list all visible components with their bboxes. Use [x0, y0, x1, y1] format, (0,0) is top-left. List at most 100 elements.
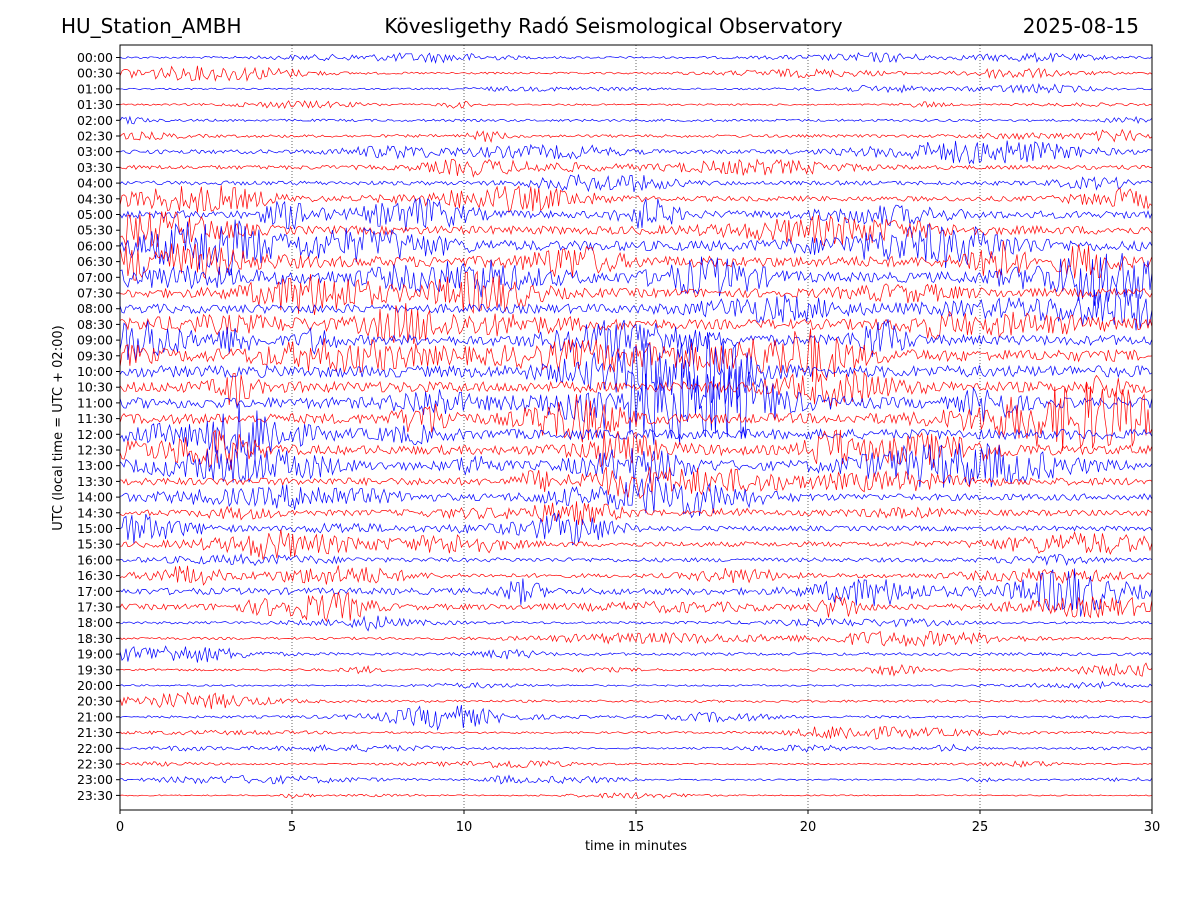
trace-row — [119, 360, 1153, 445]
trace-row — [119, 332, 1153, 409]
y-tick-label: 06:30 — [77, 254, 113, 269]
y-tick-label: 19:00 — [77, 647, 113, 662]
y-tick-label: 23:00 — [77, 772, 113, 787]
y-tick-label: 02:00 — [77, 113, 113, 128]
trace-row — [119, 253, 1153, 309]
y-tick-label: 09:00 — [77, 333, 113, 348]
y-tick-label: 15:30 — [77, 537, 113, 552]
y-tick-label: 11:30 — [77, 411, 113, 426]
station-name: HU_Station_AMBH — [61, 14, 242, 38]
y-tick-label: 20:00 — [77, 678, 113, 693]
trace-row — [119, 158, 1153, 178]
x-axis-ticks: 0 5 10 15 20 25 30 — [116, 810, 1160, 835]
chart-date: 2025-08-15 — [1022, 14, 1139, 38]
y-tick-label: 22:30 — [77, 757, 113, 772]
trace-row — [119, 65, 1153, 82]
trace-row — [119, 442, 1153, 488]
chart-title: Kövesligethy Radó Seismological Observat… — [384, 14, 843, 38]
trace-row — [119, 287, 1153, 331]
trace-row — [119, 691, 1153, 710]
y-tick-label: 18:00 — [77, 615, 113, 630]
trace-row — [119, 704, 1153, 731]
y-tick-label: 00:00 — [77, 50, 113, 65]
y-tick-label: 07:30 — [77, 286, 113, 301]
trace-row — [119, 680, 1153, 690]
y-tick-label: 14:00 — [77, 490, 113, 505]
y-tick-label: 10:30 — [77, 380, 113, 395]
trace-row — [119, 565, 1153, 586]
y-tick-label: 04:30 — [77, 191, 113, 206]
y-tick-label: 03:00 — [77, 144, 113, 159]
y-tick-label: 18:30 — [77, 631, 113, 646]
trace-row — [120, 615, 1153, 632]
y-axis-ticks: 00:0000:3001:0001:3002:0002:3003:0003:30… — [77, 50, 120, 803]
trace-row — [119, 512, 1153, 546]
x-tick-label: 15 — [628, 820, 645, 835]
trace-row — [119, 501, 1153, 526]
trace-row — [119, 529, 1153, 560]
x-tick-label: 5 — [288, 820, 296, 835]
y-tick-label: 01:30 — [77, 97, 113, 112]
y-tick-label: 21:00 — [77, 709, 113, 724]
trace-row — [119, 429, 1153, 470]
trace-row — [119, 82, 1153, 94]
trace-row — [119, 591, 1153, 623]
y-tick-label: 12:00 — [77, 427, 113, 442]
y-tick-label: 02:30 — [77, 129, 113, 144]
trace-row — [119, 743, 1153, 753]
trace-row — [119, 791, 1153, 800]
trace-row — [119, 140, 1153, 165]
trace-row — [119, 174, 1153, 193]
trace-row — [119, 197, 1153, 232]
trace-row — [119, 328, 1153, 382]
y-tick-label: 06:00 — [77, 238, 113, 253]
x-tick-label: 20 — [800, 820, 817, 835]
y-tick-label: 23:30 — [77, 788, 113, 803]
y-tick-label: 17:00 — [77, 584, 113, 599]
y-tick-label: 09:30 — [77, 348, 113, 363]
y-tick-label: 21:30 — [77, 725, 113, 740]
trace-row — [119, 645, 1153, 663]
trace-row — [119, 662, 1153, 677]
y-tick-label: 01:00 — [77, 81, 113, 96]
y-tick-label: 00:30 — [77, 66, 113, 81]
trace-row — [119, 219, 1153, 276]
y-tick-label: 14:30 — [77, 505, 113, 520]
y-tick-label: 12:30 — [77, 443, 113, 458]
trace-row — [119, 240, 1153, 281]
y-tick-label: 03:30 — [77, 160, 113, 175]
trace-row — [119, 99, 1153, 110]
trace-row — [119, 128, 1153, 143]
seismic-traces — [119, 51, 1153, 800]
y-tick-label: 22:00 — [77, 741, 113, 756]
x-tick-label: 10 — [456, 820, 473, 835]
trace-row — [119, 630, 1153, 648]
trace-row — [119, 303, 1153, 344]
trace-row — [119, 760, 1153, 769]
trace-row — [119, 476, 1153, 519]
y-tick-label: 04:00 — [77, 176, 113, 191]
trace-row — [119, 51, 1153, 64]
y-tick-label: 05:00 — [77, 207, 113, 222]
y-tick-label: 05:30 — [77, 223, 113, 238]
y-tick-label: 16:00 — [77, 552, 113, 567]
y-tick-label: 20:30 — [77, 694, 113, 709]
trace-row — [119, 568, 1153, 617]
trace-row — [119, 370, 1153, 407]
trace-row — [119, 211, 1153, 248]
y-tick-label: 10:00 — [77, 364, 113, 379]
trace-row — [119, 774, 1153, 785]
trace-row — [119, 403, 1153, 460]
trace-row — [119, 382, 1153, 452]
trace-row — [119, 466, 1153, 499]
y-tick-label: 13:00 — [77, 458, 113, 473]
y-tick-label: 17:30 — [77, 600, 113, 615]
y-tick-label: 08:00 — [77, 301, 113, 316]
y-tick-label: 11:00 — [77, 395, 113, 410]
y-tick-label: 08:30 — [77, 317, 113, 332]
y-axis-label: UTC (local time = UTC + 02:00) — [51, 325, 66, 530]
trace-row — [119, 185, 1153, 214]
trace-row — [119, 726, 1153, 740]
y-tick-label: 19:30 — [77, 662, 113, 677]
